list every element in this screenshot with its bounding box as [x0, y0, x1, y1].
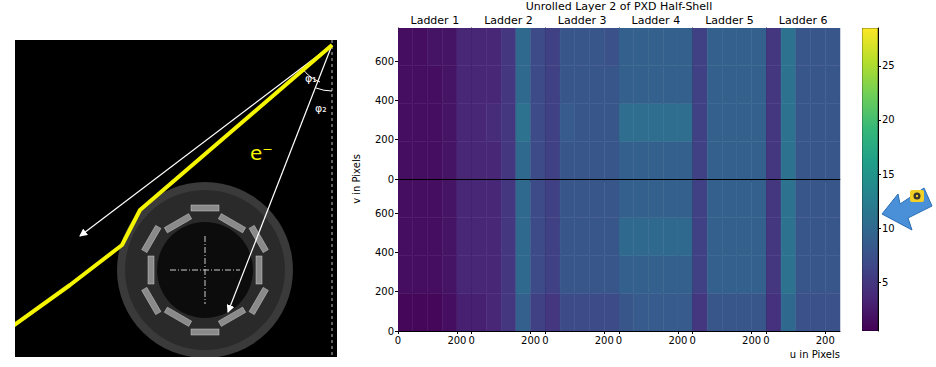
svg-text:20: 20: [882, 114, 895, 125]
svg-text:200: 200: [595, 335, 614, 346]
svg-text:v in Pixels: v in Pixels: [351, 154, 362, 204]
svg-text:Unrolled Layer 2 of PXD Half-S: Unrolled Layer 2 of PXD Half-Shell: [526, 0, 712, 13]
svg-text:600: 600: [375, 208, 394, 219]
svg-text:25: 25: [882, 60, 895, 71]
svg-text:0: 0: [388, 326, 394, 337]
svg-text:200: 200: [521, 335, 540, 346]
svg-text:400: 400: [375, 95, 394, 106]
svg-text:200: 200: [375, 134, 394, 145]
svg-text:0: 0: [388, 174, 394, 185]
svg-text:400: 400: [375, 247, 394, 258]
svg-text:200: 200: [375, 286, 394, 297]
svg-text:200: 200: [668, 335, 687, 346]
svg-text:Ladder 4: Ladder 4: [632, 14, 681, 27]
svg-text:φ₂: φ₂: [315, 102, 327, 115]
svg-text:u in Pixels: u in Pixels: [790, 349, 840, 360]
svg-text:Ladder 6: Ladder 6: [779, 14, 828, 27]
svg-text:600: 600: [375, 56, 394, 67]
svg-text:Ladder 3: Ladder 3: [558, 14, 607, 27]
svg-text:0: 0: [763, 335, 769, 346]
svg-text:0: 0: [689, 335, 695, 346]
svg-text:0: 0: [395, 335, 401, 346]
svg-text:φ₁: φ₁: [305, 72, 317, 85]
svg-text:5: 5: [882, 277, 888, 288]
svg-text:Ladder 1: Ladder 1: [411, 14, 460, 27]
svg-text:0: 0: [616, 335, 622, 346]
svg-text:200: 200: [816, 335, 835, 346]
svg-text:200: 200: [742, 335, 761, 346]
svg-text:15: 15: [882, 169, 895, 180]
svg-text:0: 0: [542, 335, 548, 346]
svg-text:10: 10: [882, 223, 895, 234]
svg-text:0: 0: [468, 335, 474, 346]
svg-text:e⁻: e⁻: [250, 141, 273, 165]
svg-text:Ladder 2: Ladder 2: [484, 14, 533, 27]
svg-text:200: 200: [447, 335, 466, 346]
svg-text:Ladder 5: Ladder 5: [705, 14, 754, 27]
